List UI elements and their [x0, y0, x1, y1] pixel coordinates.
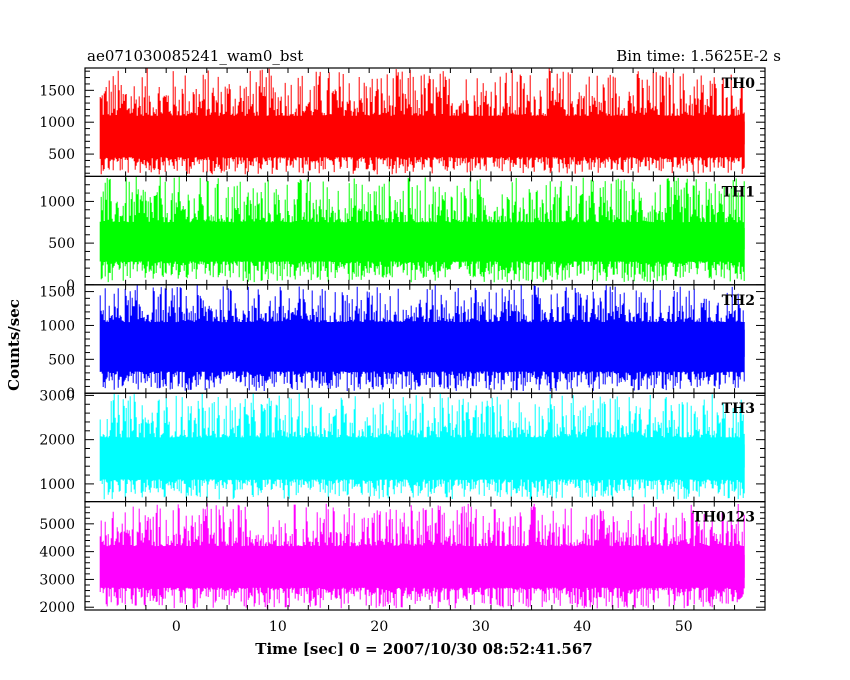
panel-th2: 0 500 1000 1500 TH2 [39, 284, 766, 402]
y-tick-label: 2000 [39, 600, 75, 616]
y-axis-label: Counts/sec [5, 299, 23, 391]
x-tick-label: 20 [370, 619, 388, 635]
panel-label-th3: TH3 [722, 401, 755, 417]
x-axis: 0 10 20 30 40 50 [172, 619, 693, 635]
y-tick-label: 1500 [39, 83, 75, 99]
series-line-th3 [99, 393, 745, 500]
y-tick-label: 4000 [39, 545, 75, 561]
panel-label-th0123: TH0123 [692, 510, 755, 526]
y-tick-label: 500 [48, 236, 75, 252]
series-line-th0123 [99, 503, 745, 609]
y-tick-label: 5000 [39, 517, 75, 533]
bin-time-label: Bin time: 1.5625E-2 s [616, 47, 781, 65]
panel-th0: 500 1000 1500 TH0 [39, 67, 766, 178]
series-line-th2 [99, 284, 745, 392]
y-tick-label: 1000 [39, 115, 75, 131]
y-tick-label: 3000 [39, 388, 75, 404]
y-tick-label: 1500 [39, 285, 75, 301]
x-tick-label: 50 [675, 619, 693, 635]
x-tick-label: 0 [172, 619, 181, 635]
panel-th0123: 2000 3000 4000 5000 TH0123 [39, 501, 766, 616]
y-tick-label: 500 [48, 147, 75, 163]
y-tick-label: 2000 [39, 433, 75, 449]
y-tick-label: 500 [48, 352, 75, 368]
y-tick-label: 0 [66, 386, 75, 402]
panel-stack: 500 1000 1500 TH0 0 500 1000 TH1 0 500 1000 1500 TH2… [39, 67, 766, 616]
panel-label-th2: TH2 [722, 293, 755, 309]
series-line-th0 [99, 68, 745, 175]
x-tick-label: 30 [472, 619, 490, 635]
y-tick-label: 0 [66, 278, 75, 294]
x-axis-label: Time [sec] 0 = 2007/10/30 08:52:41.567 [255, 640, 592, 658]
x-tick-label: 10 [269, 619, 287, 635]
x-tick-label: 40 [573, 619, 591, 635]
y-tick-label: 1000 [39, 194, 75, 210]
panel-th3: 1000 2000 3000 TH3 [39, 388, 766, 503]
series-line-th1 [99, 176, 745, 283]
panel-th1: 0 500 1000 TH1 [39, 175, 766, 294]
panel-frame [84, 501, 766, 611]
plot-title: ae071030085241_wam0_bst [87, 47, 303, 65]
y-tick-label: 3000 [39, 572, 75, 588]
panel-label-th0: TH0 [722, 76, 756, 92]
y-tick-label: 1000 [39, 477, 75, 493]
y-tick-label: 1000 [39, 318, 75, 334]
panel-label-th1: TH1 [722, 184, 755, 200]
